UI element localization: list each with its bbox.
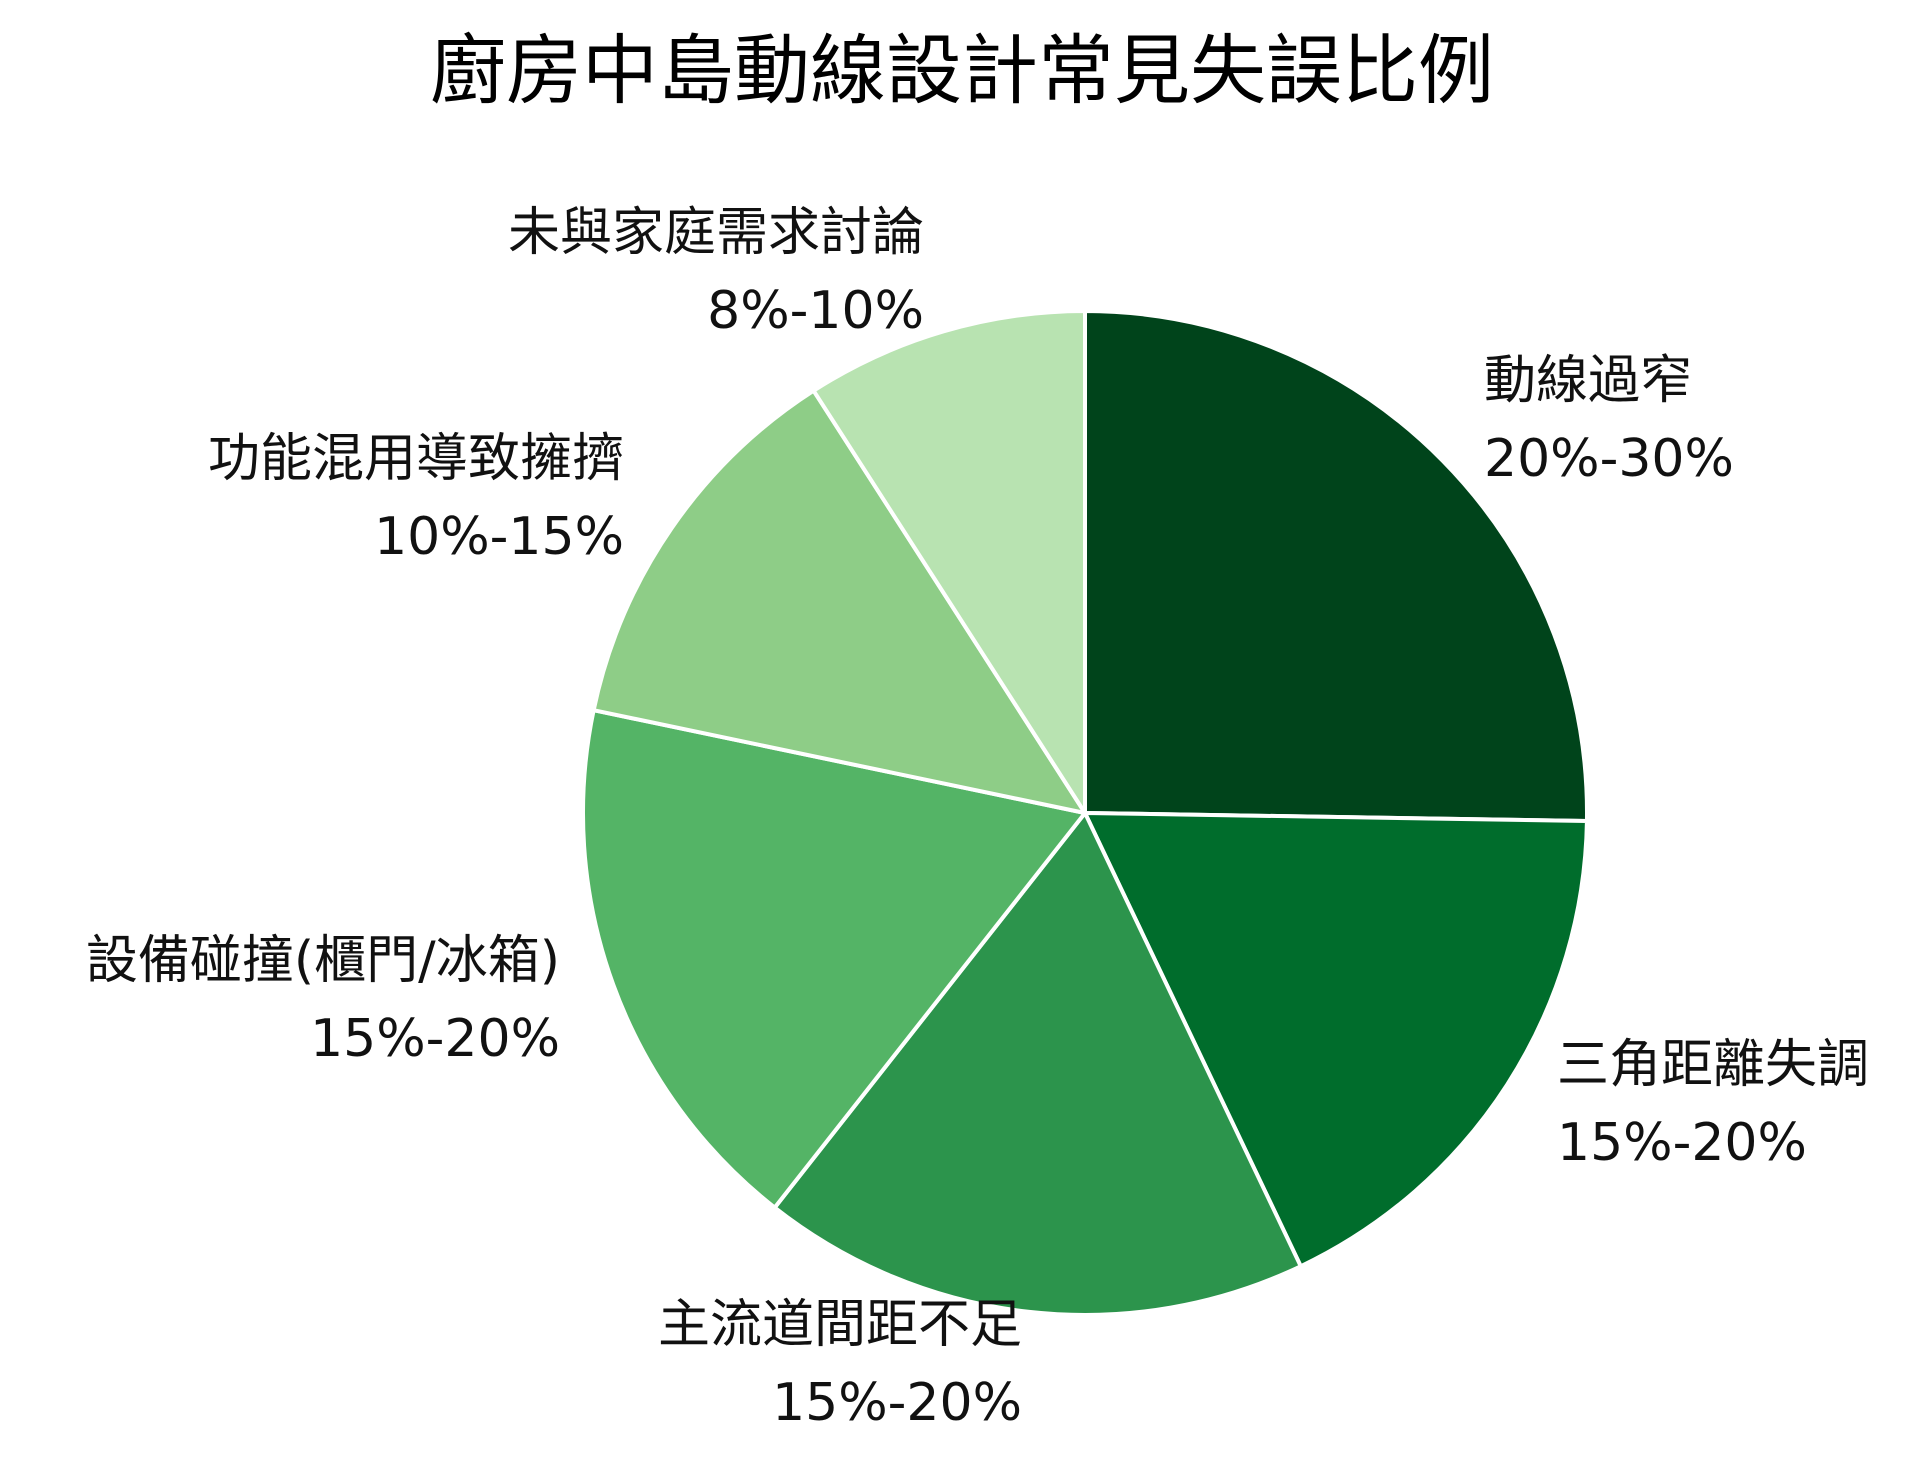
pie-labels: 動線過窄 20%-30% 三角距離失調 15%-20% 主流道間距不足 15%-20% 設備… [86,203,1869,1433]
pie-slice-5 [591,388,1087,815]
slice-value-label-5: 10%-15% [374,507,624,567]
pie-slice-3 [772,811,1303,1318]
chart-title: 廚房中島動線設計常見失誤比例 [430,26,1494,115]
pie-slices [581,309,1589,1318]
slice-label-2: 三角距離失調 [1557,1035,1869,1095]
slice-value-label-2: 15%-20% [1557,1113,1807,1173]
slice-value-label-3: 15%-20% [772,1373,1022,1433]
slice-label-4: 設備碰撞(櫃門/冰箱) [86,931,560,991]
slice-label-3: 主流道間距不足 [658,1295,1022,1355]
slice-value-label-4: 15%-20% [310,1009,560,1069]
slice-label-1: 動線過窄 [1484,351,1692,411]
pie-slice-6 [811,309,1087,815]
pie-slice-1 [1083,309,1589,823]
slice-label-5: 功能混用導致擁擠 [208,429,624,489]
pie-slice-2 [1083,811,1589,1269]
slice-label-6: 未與家庭需求討論 [508,203,924,263]
slice-value-label-1: 20%-30% [1484,429,1734,489]
pie-slice-4 [581,708,1087,1210]
slice-value-label-6: 8%-10% [707,281,924,341]
